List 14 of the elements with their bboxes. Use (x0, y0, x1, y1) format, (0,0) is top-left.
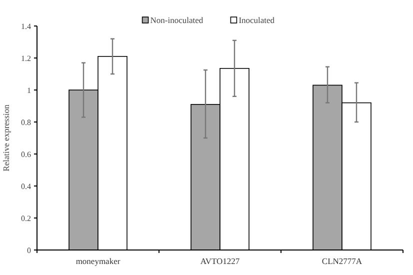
y-tick-label: 0.6 (21, 150, 31, 159)
legend-label: Non-inoculated (150, 15, 204, 25)
y-axis-title: Relative expression (1, 104, 11, 172)
x-tick-label: moneymaker (76, 256, 120, 266)
x-tick-label: CLN2777A (322, 256, 363, 266)
y-tick-label: 1.2 (21, 54, 31, 63)
y-tick-label: 0.8 (21, 118, 31, 127)
y-tick-label: 0.4 (21, 182, 31, 191)
y-tick-label: 0.2 (21, 214, 31, 223)
y-tick-label: 0 (27, 246, 31, 255)
legend-label: Inoculated (238, 15, 276, 25)
y-tick-label: 1.4 (21, 22, 31, 31)
y-tick-label: 1 (27, 86, 31, 95)
x-tick-label: AVTO1227 (200, 256, 240, 266)
